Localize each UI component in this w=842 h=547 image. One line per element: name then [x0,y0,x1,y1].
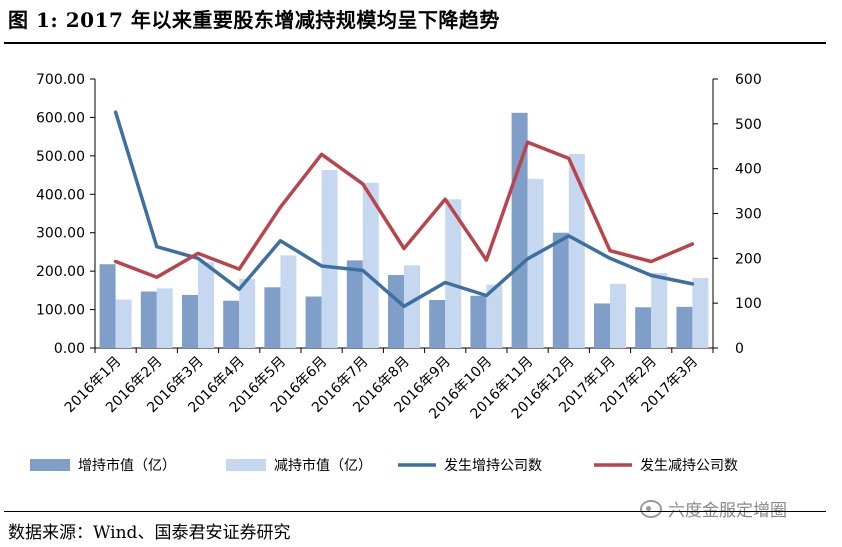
bar-decrease-value [568,153,585,348]
bar-decrease-value [651,273,668,348]
bar-increase-value [552,232,569,348]
bar-decrease-value [527,178,544,348]
y-left-tick-label: 600.00 [36,110,85,126]
bar-decrease-value [115,299,132,348]
bar-decrease-value [404,265,420,348]
legend-decrease-value-label: 减持市值（亿） [274,457,372,474]
bar-increase-value [346,260,363,348]
y-right-tick-label: 500 [735,117,762,133]
watermark: 六度金服定增圈 [640,496,787,521]
y-left-tick-label: 200.00 [36,264,85,280]
y-left-tick-label: 100.00 [36,303,85,319]
y-right-tick-label: 300 [735,207,762,223]
bar-decrease-value [280,255,297,348]
bar-decrease-value [321,170,338,348]
bar-increase-value [305,296,322,348]
bar-increase-value [635,307,652,348]
y-left-tick-label: 300.00 [36,226,85,242]
chart-lines [113,110,695,309]
bar-increase-value [223,300,240,348]
page-title: 图 1: 2017 年以来重要股东增减持规模均呈下降趋势 [8,8,500,32]
bar-decrease-value [445,199,462,348]
bar-decrease-value [156,288,173,348]
bar-increase-value [182,294,198,348]
legend-decrease-value-swatch [226,459,266,471]
legend-increase-count-label: 发生增持公司数 [444,458,542,474]
chart: 0.00 100.00 200.00 300.00 400.00 500.00 600.00… [30,72,762,474]
wechat-icon [640,499,662,518]
bar-decrease-value [610,283,626,348]
bar-increase-value [99,264,116,348]
y-right-tick-label: 400 [735,162,762,178]
y-right-tick-label: 600 [735,72,762,88]
y-left-tick-label: 400.00 [36,187,85,203]
chart-bars [99,112,709,349]
chart-ticks: 0.00 100.00 200.00 300.00 400.00 500.00 600.00… [36,72,762,422]
watermark-text: 六度金服定增圈 [668,501,787,521]
bar-decrease-value [198,262,214,348]
y-right-tick-label: 200 [735,251,762,267]
bar-increase-value [388,274,404,348]
bar-increase-value [429,299,446,348]
bar-increase-value [676,306,693,348]
y-left-tick-label: 500.00 [36,149,85,165]
bar-decrease-value [239,278,256,348]
legend-increase-value-label: 增持市值（亿） [78,457,176,474]
bar-increase-value [140,291,157,348]
bar-decrease-value [362,182,379,348]
bar-decrease-value [486,284,503,348]
bar-decrease-value [692,278,709,348]
y-right-tick-label: 0 [735,341,744,357]
y-right-tick-label: 100 [735,296,762,312]
bar-increase-value [470,295,487,348]
y-left-tick-label: 0.00 [54,341,85,357]
bar-increase-value [594,303,610,348]
source-rule [4,511,826,512]
bar-increase-value [264,287,281,348]
title-rule [4,42,826,44]
legend-increase-value-swatch [30,459,70,471]
source-note: 数据来源：Wind、国泰君安证券研究 [8,523,291,543]
chart-legend: 增持市值（亿） 减持市值（亿） 发生增持公司数 发生减持公司数 [30,457,738,474]
y-left-tick-label: 700.00 [36,72,85,88]
legend-decrease-count-label: 发生减持公司数 [640,458,738,474]
